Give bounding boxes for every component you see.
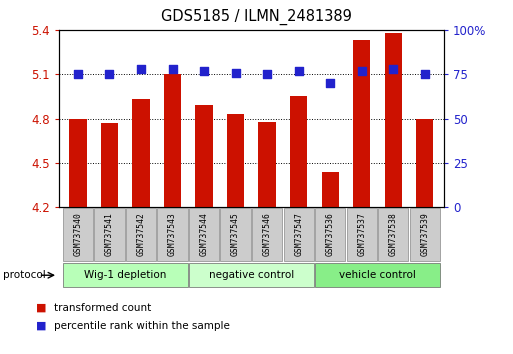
FancyBboxPatch shape (347, 208, 377, 261)
Bar (416, 119, 433, 207)
Point (294, 68, 303, 74)
Text: ■: ■ (36, 303, 46, 313)
Text: GSM737546: GSM737546 (263, 213, 272, 256)
Point (358, 68, 366, 74)
Point (389, 66, 398, 72)
Text: GSM737544: GSM737544 (200, 213, 209, 256)
Text: Wig-1 depletion: Wig-1 depletion (84, 270, 166, 280)
Bar (290, 97, 307, 207)
Text: GDS5185 / ILMN_2481389: GDS5185 / ILMN_2481389 (161, 9, 352, 25)
FancyBboxPatch shape (63, 208, 93, 261)
Text: ■: ■ (36, 321, 46, 331)
FancyBboxPatch shape (63, 263, 188, 287)
Bar (259, 121, 276, 207)
Text: transformed count: transformed count (54, 303, 151, 313)
Bar (353, 40, 370, 207)
FancyBboxPatch shape (315, 263, 440, 287)
Point (105, 72, 113, 77)
Text: GSM737537: GSM737537 (357, 213, 366, 256)
FancyBboxPatch shape (94, 208, 125, 261)
Point (74, 72, 82, 77)
Bar (385, 33, 402, 207)
Point (168, 66, 176, 72)
Text: GSM737545: GSM737545 (231, 213, 240, 256)
Bar (101, 123, 118, 207)
Bar (69, 119, 87, 207)
Text: GSM737536: GSM737536 (326, 213, 334, 256)
Point (326, 80, 334, 86)
Point (200, 68, 208, 74)
Bar (227, 114, 244, 207)
Bar (195, 105, 213, 207)
Bar (322, 172, 339, 207)
Point (137, 66, 145, 72)
Text: GSM737547: GSM737547 (294, 213, 303, 256)
FancyBboxPatch shape (221, 208, 251, 261)
Text: GSM737538: GSM737538 (389, 213, 398, 256)
FancyBboxPatch shape (410, 208, 440, 261)
FancyBboxPatch shape (126, 208, 156, 261)
Point (421, 72, 429, 77)
Text: GSM737542: GSM737542 (136, 213, 146, 256)
FancyBboxPatch shape (189, 263, 314, 287)
Text: GSM737540: GSM737540 (73, 213, 83, 256)
Point (231, 70, 240, 75)
Text: negative control: negative control (209, 270, 294, 280)
Text: GSM737543: GSM737543 (168, 213, 177, 256)
Text: vehicle control: vehicle control (339, 270, 416, 280)
Bar (164, 74, 181, 207)
Point (263, 72, 271, 77)
Text: GSM737541: GSM737541 (105, 213, 114, 256)
FancyBboxPatch shape (252, 208, 282, 261)
Text: GSM737539: GSM737539 (420, 213, 429, 256)
Text: percentile rank within the sample: percentile rank within the sample (54, 321, 230, 331)
FancyBboxPatch shape (378, 208, 408, 261)
FancyBboxPatch shape (189, 208, 219, 261)
FancyBboxPatch shape (157, 208, 188, 261)
FancyBboxPatch shape (284, 208, 314, 261)
Bar (132, 99, 150, 207)
FancyBboxPatch shape (315, 208, 345, 261)
Text: protocol: protocol (3, 270, 45, 280)
